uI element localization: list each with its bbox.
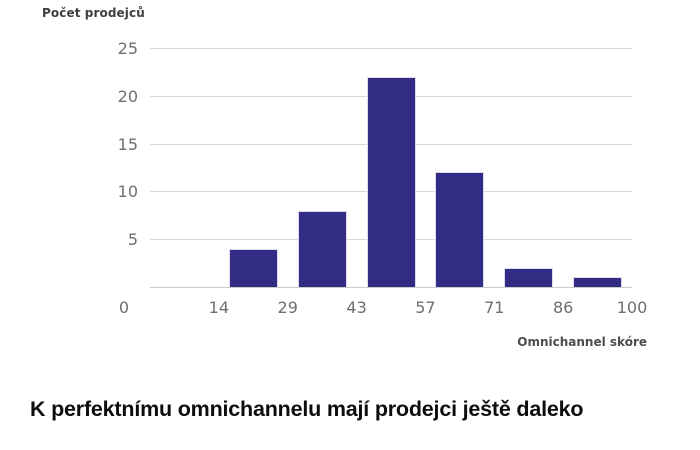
x-tick-label: 43 [346, 298, 367, 317]
x-tick-label: 57 [415, 298, 436, 317]
y-tick-label: 10 [117, 182, 138, 202]
y-tick-label: 5 [127, 230, 138, 250]
y-axis-title: Počet prodejců [42, 6, 145, 20]
chart-title: K perfektnímu omnichannelu mají prodejci… [30, 397, 584, 421]
y-tick-label: 25 [117, 39, 138, 58]
x-tick-label: 100 [616, 298, 648, 317]
bar-bin-14-29 [228, 248, 278, 287]
gridline [150, 287, 632, 288]
bar-bin-57-71 [435, 172, 485, 287]
bar-bin-86-100 [573, 277, 623, 287]
x-axis-title: Omnichannel skóre [517, 335, 647, 349]
x-tick-label: 71 [484, 298, 505, 317]
bar-bin-43-57 [366, 76, 416, 287]
y-tick-label: 20 [117, 86, 138, 106]
x-tick-label: 29 [277, 298, 298, 317]
x-tick-label: 86 [552, 298, 574, 317]
x-tick-label: 0 [118, 298, 130, 317]
y-tick-label: 15 [117, 134, 138, 154]
gridline [150, 48, 632, 49]
bar-bin-71-86 [504, 267, 554, 287]
x-tick-label: 14 [208, 298, 230, 317]
bar-bin-29-43 [297, 210, 347, 287]
